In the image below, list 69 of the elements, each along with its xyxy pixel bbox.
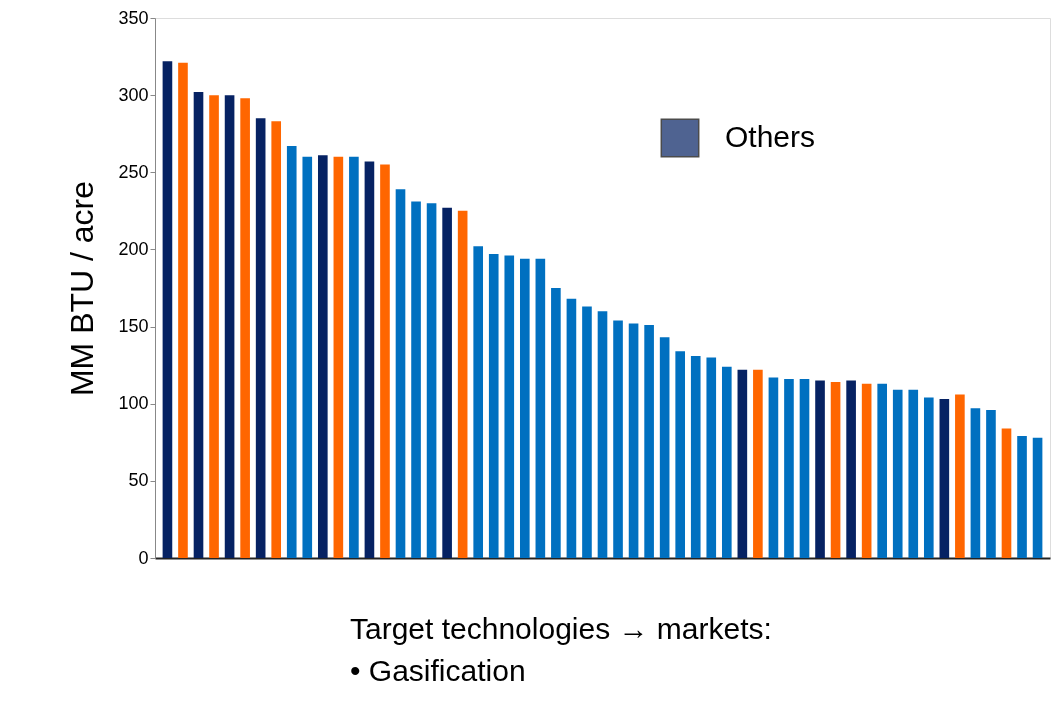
bar [286,146,297,558]
bar [240,98,250,558]
y-tick-label: 150 [118,316,149,337]
y-tick-label: 0 [138,547,149,568]
bar [411,201,421,558]
bar [799,379,810,558]
y-tick-label: 300 [118,84,149,105]
bar [737,369,748,558]
y-tick-label: 100 [118,393,149,414]
bar [395,189,406,558]
y-tick-label: 200 [118,238,149,259]
bar [768,377,779,558]
bar [892,389,903,558]
bar [877,383,887,558]
bar [193,92,204,558]
bar [1032,437,1043,558]
y-tick-label: 250 [118,161,149,182]
bar [753,369,763,558]
bar [504,255,515,558]
bar [923,397,934,558]
bar [380,164,390,558]
bar [628,323,639,558]
bar [318,155,328,558]
y-tick-label: 350 [118,7,149,28]
bar [582,306,592,558]
bar [426,203,437,558]
bar [1017,436,1027,558]
bar [333,156,344,558]
bar [271,121,282,558]
bar [784,379,794,558]
bar [178,62,188,558]
bar [861,383,872,558]
bar [519,258,530,558]
y-tick-label: 50 [128,470,149,491]
bar [566,298,577,558]
bar [986,409,996,558]
bar [457,210,468,558]
bar [830,382,841,558]
bar [597,311,608,558]
bar [970,408,981,558]
bar [675,351,686,558]
bar [644,325,654,558]
bar [908,389,919,558]
bar [690,355,701,558]
bar [659,337,670,558]
bar [535,258,546,558]
bar [1001,428,1012,558]
bar [846,380,856,558]
bar [721,366,732,558]
bar [255,118,266,558]
bar [442,207,452,558]
bar [613,320,623,558]
bar [939,399,950,558]
bar [955,394,965,558]
bar [488,254,499,558]
y-axis-title: MM BTU / acre [64,180,101,397]
bar [706,357,717,558]
bar [162,61,173,558]
bar [473,246,484,558]
bar [209,95,219,558]
legend-label: Others [725,120,816,153]
bar [224,95,235,558]
bar [815,380,825,558]
bar [349,156,359,558]
text: Target technologies → markets: [350,612,772,645]
bar [364,161,375,558]
bar [302,156,313,558]
text: • Gasification [350,654,526,687]
bar [551,288,561,558]
